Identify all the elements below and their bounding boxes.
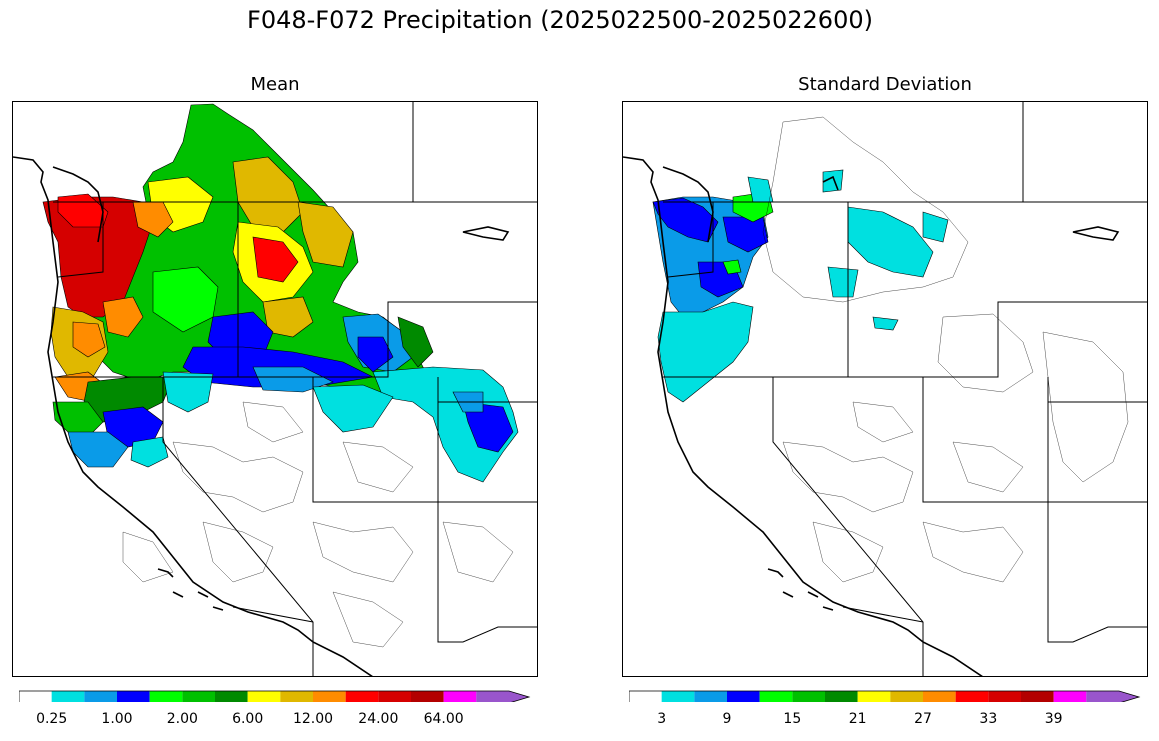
stddev-shading	[652, 169, 949, 403]
colorbar-tick-label: 15	[783, 711, 802, 727]
colorbar-swatch	[759, 691, 793, 702]
colorbar-tick-label: 33	[979, 711, 998, 727]
std-map	[623, 102, 1147, 676]
mean-colorbar-ticks: 0.25 1.00 2.00 6.00 12.00 24.00 64.00	[19, 711, 539, 731]
colorbar-swatch	[182, 691, 215, 702]
colorbar-swatch	[149, 691, 183, 702]
colorbar-swatch	[629, 691, 662, 702]
colorbar-swatch	[694, 691, 727, 702]
colorbar-tick-label: 0.25	[36, 711, 68, 727]
colorbar-swatch	[825, 691, 858, 702]
colorbar-tick-label: 6.00	[232, 711, 264, 727]
state-borders-std	[663, 102, 1147, 676]
colorbar-swatch	[117, 691, 150, 702]
colorbar-swatch	[857, 691, 891, 702]
colorbar-swatch	[411, 691, 444, 702]
colorbar-tick-label: 3	[657, 711, 667, 727]
colorbar-swatch	[923, 691, 956, 702]
coastline-mean	[13, 156, 510, 676]
colorbar-swatch	[280, 691, 313, 702]
std-panel-title: Standard Deviation	[798, 74, 972, 95]
std-colorbar-ticks: 3 9 15 21 27 33 39	[629, 711, 1149, 731]
watershed-outlines-std	[762, 116, 1129, 583]
mean-map-panel	[12, 101, 538, 677]
colorbar-tick-label: 27	[914, 711, 932, 727]
colorbar-swatch	[84, 691, 117, 702]
std-map-panel	[622, 101, 1148, 677]
colorbar-tick-label: 64.00	[423, 711, 464, 727]
colorbar-tick-label: 1.00	[101, 711, 133, 727]
colorbar-swatch	[1086, 691, 1139, 702]
state-borders-mean	[53, 102, 537, 676]
colorbar-swatch	[955, 691, 989, 702]
colorbar-swatch	[443, 691, 477, 702]
colorbar-swatch	[378, 691, 411, 702]
std-colorbar	[629, 690, 1141, 702]
colorbar-swatch	[1053, 691, 1087, 702]
colorbar-swatch	[890, 691, 923, 702]
colorbar-tick-label: 12.00	[292, 711, 334, 727]
watershed-outlines-mean	[122, 401, 514, 648]
colorbar-tick-label: 2.00	[166, 711, 198, 727]
mean-panel-title: Mean	[250, 74, 300, 95]
colorbar-swatch	[1021, 691, 1054, 702]
colorbar-swatch	[345, 691, 379, 702]
colorbar-swatch	[476, 691, 529, 702]
colorbar-swatch	[988, 691, 1021, 702]
mean-colorbar	[19, 690, 531, 702]
precip-shading-mean	[42, 103, 519, 483]
colorbar-swatch	[661, 691, 695, 702]
coastline-std	[623, 156, 1120, 676]
mean-map	[13, 102, 537, 676]
colorbar-swatch	[313, 691, 346, 702]
colorbar-swatch	[215, 691, 248, 702]
colorbar-tick-label: 9	[722, 711, 732, 727]
figure-title: F048-F072 Precipitation (2025022500-2025…	[247, 6, 873, 34]
colorbar-swatch	[51, 691, 85, 702]
colorbar-tick-label: 24.00	[358, 711, 399, 727]
colorbar-outline	[629, 690, 1141, 702]
colorbar-outline	[19, 690, 531, 702]
colorbar-swatch	[727, 691, 760, 702]
colorbar-swatch	[792, 691, 825, 702]
colorbar-swatch	[247, 691, 281, 702]
colorbar-swatch	[19, 691, 52, 702]
colorbar-tick-label: 39	[1044, 711, 1063, 727]
colorbar-tick-label: 21	[848, 711, 867, 727]
